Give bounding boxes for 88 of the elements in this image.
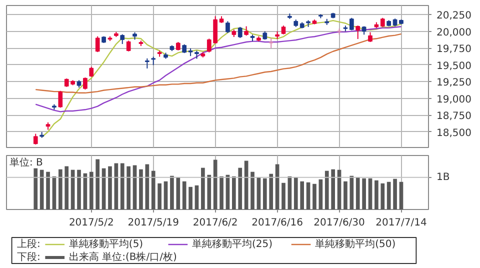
bar (158, 183, 162, 210)
bar (207, 174, 212, 210)
candlestick (368, 32, 372, 43)
x-tick-label: 2017/5/2 (68, 218, 114, 228)
y-tick-label: 20,000 (436, 27, 472, 38)
bar (399, 182, 404, 210)
bar (145, 164, 150, 210)
candlestick (83, 77, 88, 90)
y-tick-label: 19,000 (436, 94, 472, 106)
bar (188, 186, 192, 210)
bar (368, 178, 372, 210)
bar (374, 180, 378, 210)
bar (139, 169, 143, 210)
bar (350, 176, 354, 210)
bar (64, 166, 69, 210)
candlestick (58, 90, 63, 108)
x-tick-label: 2017/6/30 (314, 218, 365, 228)
bar (312, 184, 316, 210)
line-series (41, 20, 402, 138)
candlestick (238, 26, 242, 38)
bar (108, 166, 112, 210)
y-tick-label: 18,750 (436, 111, 472, 122)
bar (344, 181, 348, 210)
ref-line-label: 1B (436, 172, 450, 183)
x-tick-label: 2017/6/16 (252, 218, 303, 228)
bar (318, 179, 323, 210)
candlestick (380, 17, 385, 28)
legend-label: 単純移動平均(5) (68, 238, 144, 250)
bar (126, 166, 130, 210)
legend-title: 下段: (17, 251, 40, 263)
bar (46, 172, 50, 210)
bar (380, 183, 385, 210)
candlestick (349, 17, 354, 31)
bar (294, 177, 298, 210)
y-tick-label: 20,250 (436, 10, 472, 22)
candlestick (144, 58, 150, 69)
bar (164, 181, 168, 210)
bar (232, 176, 236, 210)
bar (300, 181, 304, 210)
bar (238, 168, 242, 210)
y-tick-label: 19,250 (436, 78, 472, 89)
candlestick (244, 26, 248, 36)
bar (393, 178, 397, 210)
candlestick (356, 25, 360, 40)
bar (176, 177, 180, 210)
x-tick-label: 2017/5/19 (128, 218, 180, 228)
bar (34, 168, 38, 210)
legend-label: 単純移動平均(50) (315, 238, 396, 250)
bar (282, 182, 286, 210)
line-series (35, 33, 402, 94)
bar (262, 178, 267, 210)
candlestick (126, 40, 131, 52)
bar (324, 170, 329, 210)
candlestick (95, 36, 100, 53)
legend-label: 単純移動平均(25) (192, 238, 273, 250)
annotation: 単位: B (10, 156, 44, 168)
legend-title: 上段: (17, 238, 40, 250)
bar (201, 168, 205, 210)
y-tick-label: 19,750 (436, 44, 472, 56)
bar (306, 182, 310, 210)
bar (194, 185, 199, 210)
bar (220, 176, 224, 210)
line-series (35, 26, 402, 112)
bar (170, 176, 174, 210)
bar (250, 172, 254, 210)
x-tick-label: 2017/6/2 (192, 218, 238, 228)
bar (96, 159, 100, 210)
bar (77, 170, 81, 210)
bar (58, 169, 62, 210)
candlestick (268, 37, 274, 49)
y-tick-label: 19,500 (436, 60, 472, 72)
bar (269, 174, 274, 210)
bar (331, 169, 335, 210)
bar (356, 177, 360, 210)
bar (182, 181, 186, 210)
candlestick (89, 66, 94, 78)
x-tick-label: 2017/7/14 (376, 218, 427, 228)
bar (362, 178, 366, 210)
bar (213, 160, 218, 210)
y-tick-label: 18,500 (436, 128, 472, 139)
candlestick (33, 133, 38, 145)
bar (151, 170, 156, 210)
legend-label: 出来高 単位:(B株/口/枚) (68, 251, 177, 263)
candlestick (226, 20, 230, 34)
candlestick (120, 34, 125, 45)
bar (386, 182, 391, 210)
bar (120, 163, 124, 210)
bar (89, 172, 94, 210)
